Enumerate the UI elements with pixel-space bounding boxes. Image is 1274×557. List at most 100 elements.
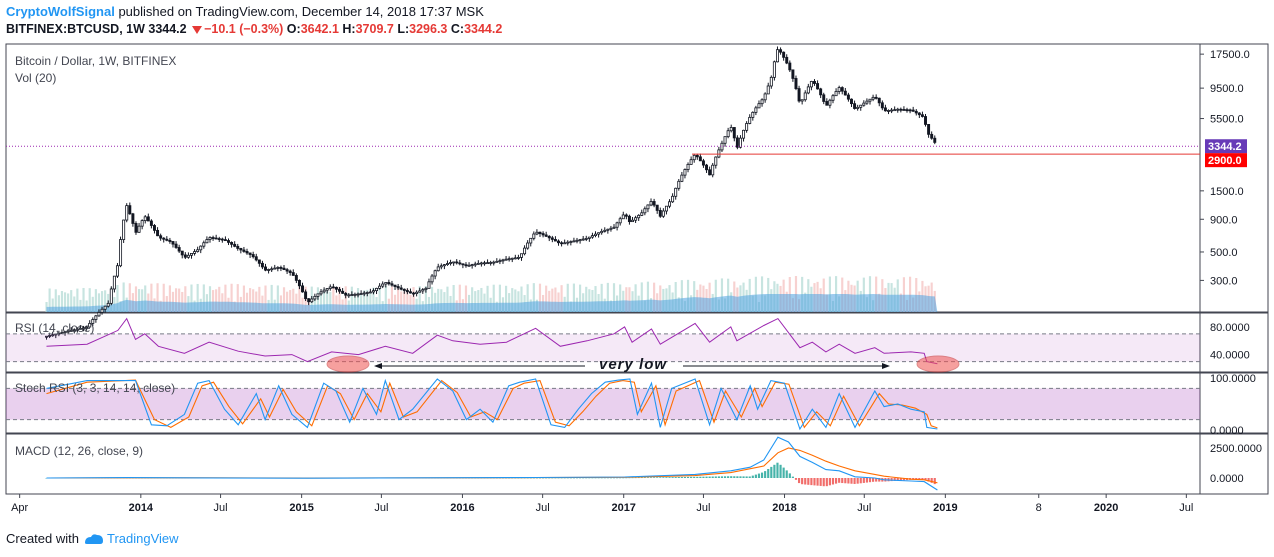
candle-body: [233, 243, 237, 247]
volume-bar: [588, 289, 591, 312]
candle-body: [190, 253, 193, 256]
macd-histogram-bar: [588, 477, 591, 479]
candle: [890, 107, 894, 114]
candle: [149, 219, 153, 229]
candle: [455, 259, 459, 265]
macd-histogram-bar: [847, 478, 850, 484]
macd-histogram-bar: [723, 476, 727, 478]
candle: [507, 256, 511, 262]
candle-body: [94, 315, 98, 320]
volume-bar: [141, 289, 144, 312]
candle: [846, 92, 850, 102]
macd-histogram-bar: [767, 469, 770, 478]
candle-body: [624, 214, 628, 217]
candle-body: [563, 242, 567, 245]
time-tick-label: Jul: [857, 502, 871, 514]
candle: [328, 284, 332, 291]
volume-bar: [76, 288, 79, 312]
candle: [341, 288, 345, 294]
candle-body: [538, 231, 542, 234]
candle: [711, 162, 715, 178]
candle: [384, 282, 388, 288]
volume-bar: [545, 285, 548, 312]
volume-bar: [270, 284, 273, 312]
candle: [174, 241, 178, 249]
volume-bar: [218, 286, 221, 312]
candle-body: [887, 110, 890, 112]
time-tick-label: 2016: [450, 502, 474, 514]
candle: [313, 293, 317, 301]
l-label: L:: [397, 22, 410, 36]
macd-histogram-bar: [699, 476, 702, 478]
candle-body: [217, 238, 221, 240]
candle-body: [202, 242, 206, 247]
candle-body: [381, 283, 385, 287]
candle: [520, 253, 523, 261]
volume-bar: [446, 286, 449, 312]
volume-bar: [430, 286, 434, 312]
c-label: C:: [450, 22, 465, 36]
candle: [119, 236, 123, 268]
volume-bar: [532, 283, 535, 312]
candle-body: [578, 239, 582, 242]
macd-histogram-bar: [690, 476, 693, 478]
author-link[interactable]: CryptoWolfSignal: [6, 4, 115, 19]
candle-body: [671, 195, 675, 203]
candle: [408, 288, 412, 294]
candle: [850, 98, 853, 107]
candle-body: [668, 201, 672, 207]
candle: [920, 111, 924, 118]
candle: [924, 113, 927, 127]
stoch-d-line: [46, 379, 938, 429]
candle-body: [813, 81, 816, 84]
candle-body: [344, 292, 348, 296]
candle-body: [649, 201, 653, 206]
candle: [683, 168, 687, 179]
candle: [566, 240, 570, 246]
volume-bar: [236, 284, 239, 312]
volume-bar: [97, 293, 101, 312]
candle-body: [461, 263, 465, 266]
tradingview-brand: TradingView: [106, 531, 179, 546]
candle: [501, 258, 505, 264]
macd-histogram-bar: [668, 477, 671, 478]
candle-body: [78, 327, 82, 330]
footer: Created with TradingView: [6, 531, 179, 546]
candle-body: [85, 326, 89, 329]
candle-body: [495, 260, 499, 263]
time-tick-label: 2019: [933, 502, 957, 514]
macd-histogram-bar: [856, 478, 859, 484]
macd-histogram-bar: [754, 474, 757, 478]
candle-body: [575, 239, 579, 242]
low-marker-1: [326, 355, 370, 373]
candle-body: [362, 292, 366, 295]
candle-body: [711, 164, 715, 176]
tradingview-link[interactable]: TradingView: [83, 531, 179, 546]
macd-histogram-bar: [797, 478, 801, 484]
candle: [911, 106, 915, 112]
macd-histogram-bar: [788, 473, 791, 478]
time-tick-label: Jul: [536, 502, 550, 514]
candle: [603, 227, 607, 233]
candle: [806, 83, 810, 95]
candle-body: [399, 287, 403, 290]
candle-body: [371, 290, 375, 293]
candle-series: [45, 46, 937, 340]
volume-bar: [264, 285, 267, 312]
candle: [316, 293, 320, 300]
candle-body: [276, 267, 280, 269]
candle-body: [196, 249, 200, 252]
macd-histogram-bar: [634, 477, 637, 479]
candle-body: [140, 220, 144, 227]
candle-body: [66, 330, 70, 333]
candle-body: [301, 285, 304, 293]
candle: [893, 106, 897, 112]
candle: [479, 261, 483, 267]
candle-body: [378, 285, 382, 289]
candle: [831, 94, 835, 104]
candle: [627, 214, 631, 225]
candle: [338, 287, 342, 294]
candle: [541, 231, 545, 238]
candle: [344, 292, 348, 299]
